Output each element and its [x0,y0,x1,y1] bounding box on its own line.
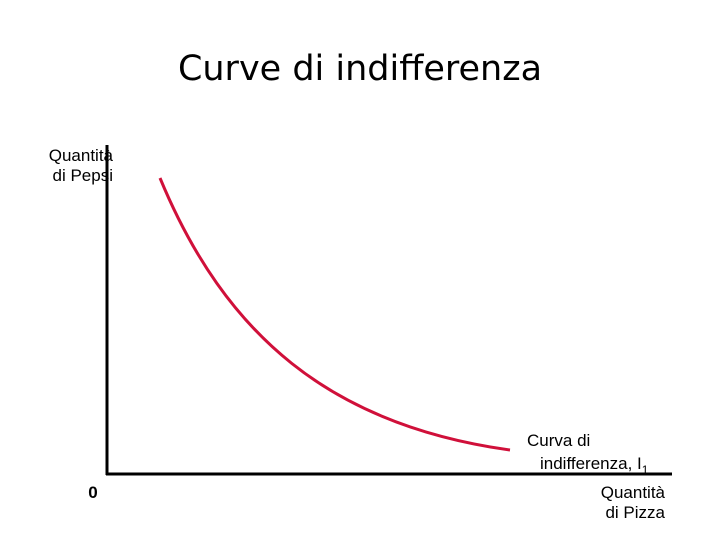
y-axis-label: di Pepsi [53,166,113,185]
origin-label: 0 [88,483,97,502]
curve-label: Curva di [527,431,590,450]
indifference-curve [158,177,511,452]
curve-subscript: 1 [642,463,649,477]
curve-label: indifferenza, I1 [540,454,649,477]
title: Curve di indifferenza [178,49,542,89]
curve-label-text: indifferenza, I [540,454,642,473]
y-axis-label: Quantità [49,146,114,165]
x-axis-label: Quantità [601,483,666,502]
x-axis-label: di Pizza [605,503,665,522]
